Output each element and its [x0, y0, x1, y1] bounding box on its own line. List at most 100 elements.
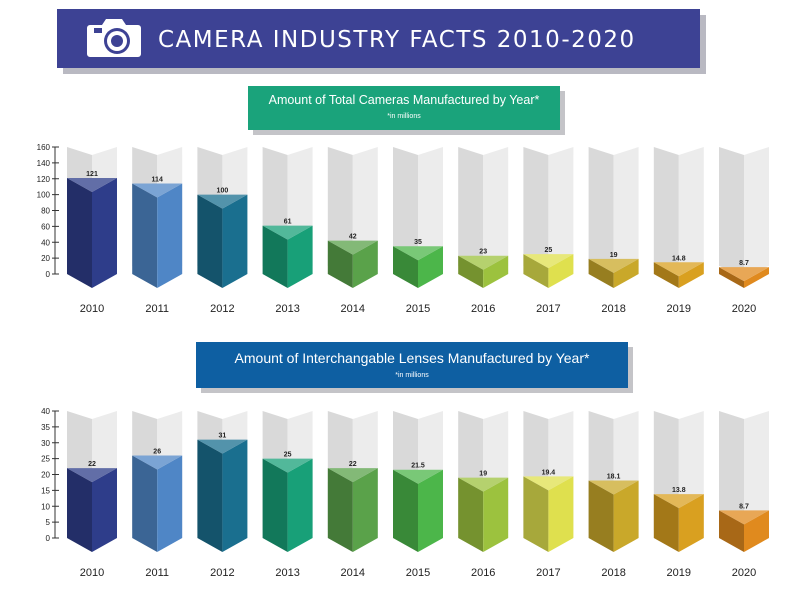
bar-top-face [67, 468, 117, 483]
bar-top-face [523, 254, 574, 269]
bar-left-face [719, 267, 744, 288]
x-tick-label: 2014 [341, 567, 365, 579]
bar-top-face [197, 439, 248, 454]
title-banner [57, 9, 700, 68]
x-tick-label: 2010 [80, 303, 104, 315]
y-tick-label: 10 [41, 502, 50, 511]
y-tick-label: 0 [46, 270, 51, 279]
y-tick-label: 160 [37, 143, 51, 152]
bar [613, 480, 639, 552]
background-column-right [678, 147, 704, 274]
chart1-subtitle: *in millions [387, 113, 421, 120]
bar-left-face [393, 469, 418, 552]
x-tick-label: 2013 [275, 567, 299, 579]
background-column-left [393, 147, 418, 274]
bar [92, 177, 117, 288]
background-column-right [418, 147, 443, 274]
camera-icon [87, 19, 141, 57]
bar-left-face [458, 477, 484, 552]
background-column-right [613, 147, 639, 274]
bar-left-face [132, 455, 158, 552]
x-tick-label: 2015 [406, 567, 430, 579]
data-label: 26 [153, 448, 161, 455]
bar [418, 469, 443, 552]
background-column-left [458, 147, 484, 274]
x-tick-label: 2017 [536, 567, 560, 579]
y-tick-label: 20 [41, 254, 50, 263]
background-column-left [719, 411, 744, 538]
data-label: 18.1 [607, 474, 621, 481]
bar-left-face [132, 183, 158, 288]
bar-left-face [67, 177, 92, 288]
y-tick-label: 35 [41, 423, 50, 432]
bar-left-face [67, 468, 92, 552]
bar-top-face [588, 480, 639, 495]
bar-top-face [653, 494, 704, 509]
data-label: 25 [284, 452, 292, 459]
x-tick-label: 2013 [275, 303, 299, 315]
chart1-title: Amount of Total Cameras Manufactured by … [268, 93, 540, 107]
x-tick-label: 2011 [145, 567, 169, 579]
bar-top-face [327, 240, 378, 255]
y-tick-label: 20 [41, 471, 50, 480]
chart2-title-box: Amount of Interchangable Lenses Manufact… [196, 342, 628, 388]
bar [92, 468, 117, 552]
bar [678, 262, 704, 288]
background-column-right [744, 411, 769, 538]
background-column-left [588, 147, 614, 274]
bar-top-face [393, 246, 443, 261]
bar [418, 246, 443, 288]
data-label: 23 [479, 249, 487, 256]
bar-top-face [262, 225, 313, 240]
bar [613, 258, 639, 288]
y-tick-label: 15 [41, 486, 50, 495]
bar-left-face [197, 439, 223, 552]
bar [157, 455, 183, 552]
bar-top-face [327, 468, 378, 483]
bar-left-face [197, 194, 223, 288]
y-tick-label: 80 [41, 207, 50, 216]
bar [222, 194, 248, 288]
chart2-title: Amount of Interchangable Lenses Manufact… [234, 350, 590, 366]
chart1-title-box: Amount of Total Cameras Manufactured by … [248, 86, 560, 130]
y-tick-label: 30 [41, 439, 50, 448]
lenses-bar-chart: 0 5 10 15 20 25 30 35 40 22 2010 26 2011 31 2012 25 2013… [41, 407, 769, 579]
bar-left-face [327, 240, 353, 288]
y-tick-label: 0 [46, 534, 51, 543]
x-tick-label: 2014 [341, 303, 365, 315]
x-tick-label: 2018 [601, 303, 625, 315]
y-tick-label: 40 [41, 238, 50, 247]
y-tick-label: 120 [37, 175, 51, 184]
x-tick-label: 2016 [471, 567, 495, 579]
bar-left-face [262, 225, 288, 288]
bar-top-face [132, 455, 183, 470]
data-label: 31 [219, 433, 227, 440]
x-tick-label: 2020 [732, 303, 756, 315]
y-tick-label: 5 [46, 518, 51, 527]
data-label: 22 [88, 461, 96, 468]
x-tick-label: 2018 [601, 567, 625, 579]
bar [548, 254, 574, 288]
background-column-right [483, 147, 509, 274]
data-label: 19 [610, 252, 618, 259]
bar [483, 477, 509, 552]
bar [678, 494, 704, 552]
bar-top-face [132, 183, 183, 198]
y-tick-label: 60 [41, 222, 50, 231]
bar-left-face [458, 255, 484, 288]
data-label: 22 [349, 461, 357, 468]
x-tick-label: 2012 [210, 567, 234, 579]
bar-left-face [588, 480, 614, 552]
bar-top-face [262, 458, 313, 473]
data-label: 8.7 [739, 503, 749, 510]
bar-left-face [653, 494, 679, 552]
bar [222, 439, 248, 552]
data-label: 121 [86, 171, 98, 178]
bar [157, 183, 183, 288]
background-column-left [653, 147, 679, 274]
bar-left-face [523, 254, 549, 288]
data-label: 21.5 [411, 463, 425, 470]
x-tick-label: 2015 [406, 303, 430, 315]
background-column-right [548, 147, 574, 274]
y-tick-label: 100 [37, 191, 51, 200]
